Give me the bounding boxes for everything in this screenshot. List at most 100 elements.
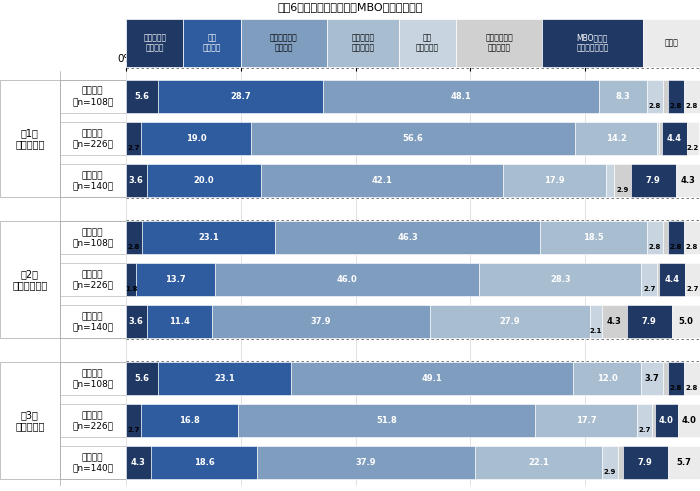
Text: 14.2: 14.2 bbox=[606, 134, 626, 143]
Text: 大いに寄与
している: 大いに寄与 している bbox=[143, 33, 167, 53]
Text: 大手企業
（n=108）: 大手企業 （n=108） bbox=[72, 228, 113, 247]
Text: 20.0: 20.0 bbox=[194, 176, 214, 185]
Bar bbox=[659, 122, 662, 155]
Bar bbox=[262, 164, 503, 197]
Bar bbox=[662, 122, 687, 155]
Bar bbox=[215, 263, 479, 296]
Text: 3.7: 3.7 bbox=[645, 374, 659, 383]
Text: 12.0: 12.0 bbox=[596, 374, 617, 383]
Bar bbox=[619, 446, 622, 479]
Bar bbox=[602, 305, 626, 338]
Text: （1）
社員の成長: （1） 社員の成長 bbox=[15, 128, 44, 149]
Bar bbox=[60, 221, 126, 338]
Bar bbox=[126, 221, 142, 254]
Bar bbox=[136, 263, 215, 296]
Text: 4.0: 4.0 bbox=[682, 416, 696, 425]
Text: 『囶6』　目標管理制度（MBO）の寄与状況: 『囶6』 目標管理制度（MBO）の寄与状況 bbox=[277, 2, 423, 12]
Text: あまり寄与
していない: あまり寄与 していない bbox=[351, 33, 374, 53]
Text: 1.8: 1.8 bbox=[125, 286, 137, 292]
Text: 2.1: 2.1 bbox=[589, 328, 602, 334]
Text: （3）
業績の向上: （3） 業績の向上 bbox=[15, 410, 44, 432]
Bar bbox=[657, 122, 659, 155]
Bar bbox=[147, 164, 262, 197]
Bar bbox=[663, 362, 668, 395]
Text: 2.8: 2.8 bbox=[648, 244, 661, 250]
Text: 23.1: 23.1 bbox=[214, 374, 234, 383]
Bar bbox=[647, 221, 663, 254]
Bar bbox=[657, 263, 659, 296]
Bar bbox=[475, 446, 602, 479]
Bar bbox=[126, 362, 158, 395]
Bar bbox=[0, 221, 60, 338]
Bar bbox=[626, 305, 672, 338]
Bar bbox=[659, 263, 685, 296]
Bar bbox=[0, 362, 60, 479]
Text: 中小企業
（n=140）: 中小企業 （n=140） bbox=[72, 171, 113, 191]
Bar bbox=[684, 80, 700, 113]
Bar bbox=[183, 19, 241, 67]
Text: 寄与
している: 寄与 している bbox=[203, 33, 221, 53]
Bar bbox=[622, 446, 668, 479]
Text: 7.9: 7.9 bbox=[642, 317, 657, 327]
Text: 寄与
していない: 寄与 していない bbox=[416, 33, 439, 53]
Bar bbox=[654, 405, 678, 437]
Text: 2.9: 2.9 bbox=[604, 469, 617, 475]
Bar bbox=[0, 80, 60, 197]
Text: 2.8: 2.8 bbox=[670, 385, 682, 391]
Text: 中小企業
（n=140）: 中小企業 （n=140） bbox=[72, 453, 113, 473]
Text: 46.3: 46.3 bbox=[397, 233, 418, 242]
Text: 中堅企業
（n=226）: 中堅企業 （n=226） bbox=[72, 129, 113, 148]
Text: 5.0: 5.0 bbox=[679, 317, 694, 327]
Text: 2.8: 2.8 bbox=[648, 103, 661, 109]
Bar bbox=[641, 362, 663, 395]
Bar bbox=[631, 164, 676, 197]
Text: 2.8: 2.8 bbox=[670, 103, 682, 109]
Bar bbox=[606, 164, 614, 197]
Text: 28.3: 28.3 bbox=[550, 275, 570, 284]
Bar bbox=[238, 405, 536, 437]
Bar bbox=[573, 362, 641, 395]
Text: 大手企業
（n=108）: 大手企業 （n=108） bbox=[72, 369, 113, 388]
Text: 4.3: 4.3 bbox=[607, 317, 622, 327]
Bar bbox=[141, 122, 251, 155]
Text: 無回答: 無回答 bbox=[664, 38, 678, 48]
Text: （2）
組織の活性化: （2） 組織の活性化 bbox=[12, 269, 48, 291]
Bar bbox=[290, 362, 573, 395]
Text: 2.8: 2.8 bbox=[670, 244, 682, 250]
Bar bbox=[126, 80, 158, 113]
Bar bbox=[126, 305, 147, 338]
Text: 4.4: 4.4 bbox=[664, 275, 680, 284]
Bar bbox=[456, 19, 542, 67]
Bar bbox=[614, 164, 631, 197]
Bar bbox=[672, 305, 700, 338]
Bar bbox=[652, 405, 655, 437]
Bar bbox=[684, 221, 700, 254]
Text: 中堅企業
（n=226）: 中堅企業 （n=226） bbox=[72, 270, 113, 289]
Bar bbox=[126, 263, 136, 296]
Text: 8.3: 8.3 bbox=[615, 92, 630, 101]
Bar bbox=[575, 122, 657, 155]
Bar bbox=[126, 164, 147, 197]
Text: 2.9: 2.9 bbox=[616, 187, 629, 193]
Bar bbox=[590, 305, 602, 338]
Bar bbox=[126, 446, 150, 479]
Text: 49.1: 49.1 bbox=[421, 374, 442, 383]
Text: 2.8: 2.8 bbox=[128, 244, 140, 250]
Text: 11.4: 11.4 bbox=[169, 317, 190, 327]
Text: 4.3: 4.3 bbox=[131, 459, 146, 467]
Bar bbox=[641, 263, 657, 296]
Text: 2.7: 2.7 bbox=[127, 145, 140, 151]
Bar bbox=[643, 19, 700, 67]
Text: 19.0: 19.0 bbox=[186, 134, 206, 143]
Bar bbox=[327, 19, 399, 67]
Bar bbox=[126, 19, 183, 67]
Text: 7.9: 7.9 bbox=[646, 176, 661, 185]
Bar bbox=[251, 122, 575, 155]
Text: 4.0: 4.0 bbox=[659, 416, 673, 425]
Text: まったく寄与
していない: まったく寄与 していない bbox=[485, 33, 513, 53]
Bar bbox=[158, 362, 290, 395]
Text: 中堅企業
（n=226）: 中堅企業 （n=226） bbox=[72, 411, 113, 431]
Bar bbox=[678, 405, 700, 437]
Bar bbox=[126, 122, 141, 155]
Text: 48.1: 48.1 bbox=[451, 92, 471, 101]
